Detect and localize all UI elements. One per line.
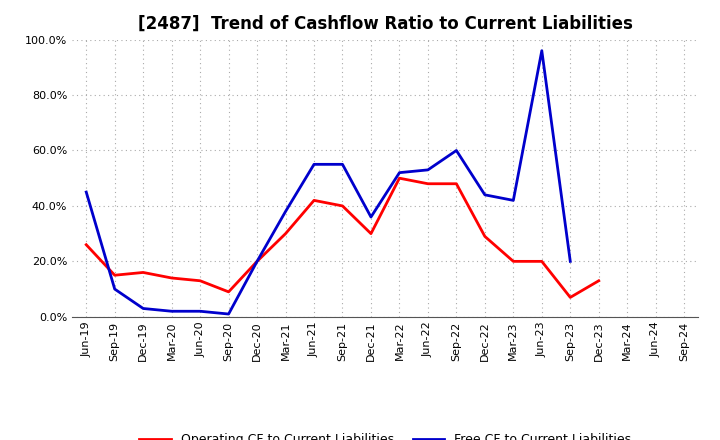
Free CF to Current Liabilities — [566, 259, 575, 264]
Operating CF to Current Liabilities — [225, 289, 233, 294]
Free CF to Current Liabilities — [509, 198, 518, 203]
Operating CF to Current Liabilities — [509, 259, 518, 264]
Operating CF to Current Liabilities — [595, 278, 603, 283]
Title: [2487]  Trend of Cashflow Ratio to Current Liabilities: [2487] Trend of Cashflow Ratio to Curren… — [138, 15, 633, 33]
Operating CF to Current Liabilities — [310, 198, 318, 203]
Operating CF to Current Liabilities — [282, 231, 290, 236]
Legend: Operating CF to Current Liabilities, Free CF to Current Liabilities: Operating CF to Current Liabilities, Fre… — [135, 429, 636, 440]
Operating CF to Current Liabilities — [110, 272, 119, 278]
Free CF to Current Liabilities — [139, 306, 148, 311]
Free CF to Current Liabilities — [366, 214, 375, 220]
Operating CF to Current Liabilities — [395, 176, 404, 181]
Operating CF to Current Liabilities — [566, 295, 575, 300]
Free CF to Current Liabilities — [225, 312, 233, 317]
Operating CF to Current Liabilities — [423, 181, 432, 187]
Free CF to Current Liabilities — [452, 148, 461, 153]
Operating CF to Current Liabilities — [338, 203, 347, 209]
Operating CF to Current Liabilities — [253, 259, 261, 264]
Free CF to Current Liabilities — [395, 170, 404, 175]
Free CF to Current Liabilities — [480, 192, 489, 198]
Operating CF to Current Liabilities — [537, 259, 546, 264]
Operating CF to Current Liabilities — [452, 181, 461, 187]
Free CF to Current Liabilities — [537, 48, 546, 53]
Free CF to Current Liabilities — [310, 161, 318, 167]
Operating CF to Current Liabilities — [366, 231, 375, 236]
Free CF to Current Liabilities — [253, 259, 261, 264]
Operating CF to Current Liabilities — [480, 234, 489, 239]
Operating CF to Current Liabilities — [82, 242, 91, 247]
Free CF to Current Liabilities — [167, 308, 176, 314]
Line: Operating CF to Current Liabilities: Operating CF to Current Liabilities — [86, 178, 599, 297]
Free CF to Current Liabilities — [110, 286, 119, 292]
Operating CF to Current Liabilities — [196, 278, 204, 283]
Free CF to Current Liabilities — [82, 189, 91, 194]
Free CF to Current Liabilities — [338, 161, 347, 167]
Free CF to Current Liabilities — [423, 167, 432, 172]
Free CF to Current Liabilities — [282, 209, 290, 214]
Line: Free CF to Current Liabilities: Free CF to Current Liabilities — [86, 51, 570, 314]
Operating CF to Current Liabilities — [167, 275, 176, 281]
Operating CF to Current Liabilities — [139, 270, 148, 275]
Free CF to Current Liabilities — [196, 308, 204, 314]
